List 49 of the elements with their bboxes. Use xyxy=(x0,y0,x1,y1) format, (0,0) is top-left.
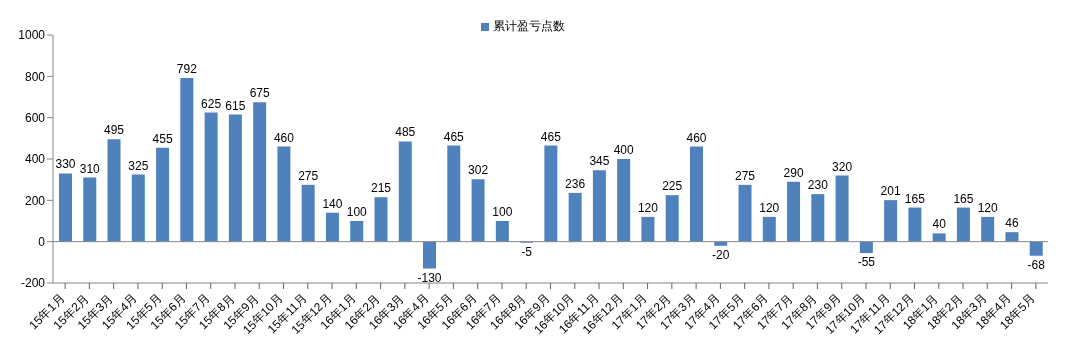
data-label: 46 xyxy=(1005,216,1019,231)
data-label: 120 xyxy=(637,200,659,215)
data-label: 120 xyxy=(759,200,780,215)
data-label: 320 xyxy=(832,159,853,174)
data-label: 100 xyxy=(492,205,513,219)
data-label: -20 xyxy=(712,247,730,262)
y-tick-label: 200 xyxy=(24,193,46,208)
y-tick-label: 800 xyxy=(24,69,46,84)
legend-label: 累计盈亏点数 xyxy=(493,19,565,33)
data-label: 310 xyxy=(79,161,101,176)
data-label: 465 xyxy=(540,129,562,144)
data-label: 275 xyxy=(735,168,756,183)
data-label: 792 xyxy=(176,61,198,76)
data-label: 165 xyxy=(953,191,974,206)
data-label: -5 xyxy=(521,244,533,259)
data-label: 400 xyxy=(613,143,634,157)
data-label: 236 xyxy=(565,176,586,191)
data-label: 230 xyxy=(807,178,829,193)
data-label: 345 xyxy=(589,154,610,169)
data-label: 275 xyxy=(298,168,319,183)
data-label: 215 xyxy=(370,181,392,196)
data-label: -55 xyxy=(857,255,876,270)
data-label: 140 xyxy=(322,196,343,211)
data-label: 201 xyxy=(880,184,901,199)
data-label: 325 xyxy=(128,158,149,173)
data-label: 625 xyxy=(201,96,222,111)
y-tick-label: 1000 xyxy=(18,28,46,43)
data-label: -130 xyxy=(417,270,442,285)
y-tick-label: 0 xyxy=(38,234,46,249)
data-label: -68 xyxy=(1027,257,1046,272)
data-label: 290 xyxy=(783,165,804,180)
y-tick-label: 400 xyxy=(24,152,46,167)
data-label: 302 xyxy=(468,163,489,178)
data-label: 100 xyxy=(346,205,368,219)
data-label: 120 xyxy=(977,200,999,215)
y-tick-label: 600 xyxy=(24,110,46,125)
y-tick-label: -200 xyxy=(20,276,46,291)
data-label: 460 xyxy=(686,130,707,145)
data-label: 165 xyxy=(904,191,926,206)
data-label: 455 xyxy=(152,131,173,146)
data-label: 675 xyxy=(249,86,270,101)
data-label: 495 xyxy=(104,123,125,138)
data-label: 615 xyxy=(225,98,246,113)
data-label: 40 xyxy=(932,217,947,232)
data-label: 330 xyxy=(55,157,76,172)
data-label: 460 xyxy=(273,130,295,145)
data-label: 465 xyxy=(443,129,465,144)
data-label: 485 xyxy=(395,125,416,140)
data-label: 225 xyxy=(662,179,683,194)
